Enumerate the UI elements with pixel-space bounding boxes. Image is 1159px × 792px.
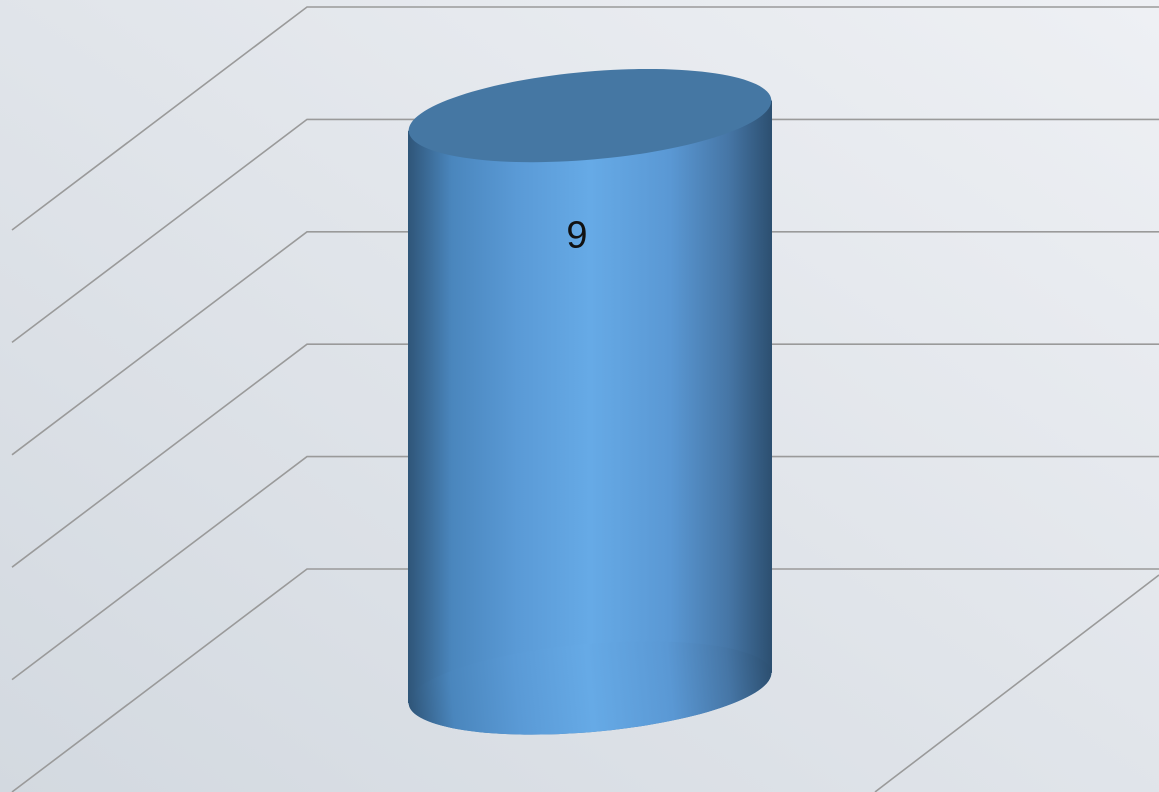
grid-line [11, 118, 1159, 344]
bar-bottom-cap [408, 641, 772, 735]
bar [408, 68, 772, 735]
grid-line [11, 343, 1159, 568]
bar-body [408, 100, 772, 704]
grid-line [11, 6, 1159, 231]
bar-top [408, 68, 772, 163]
grid-line [11, 568, 1159, 792]
data-label: 9 [566, 215, 587, 257]
floor-edge [874, 574, 1159, 792]
grid-line [11, 455, 1159, 681]
grid-line [11, 231, 1159, 456]
